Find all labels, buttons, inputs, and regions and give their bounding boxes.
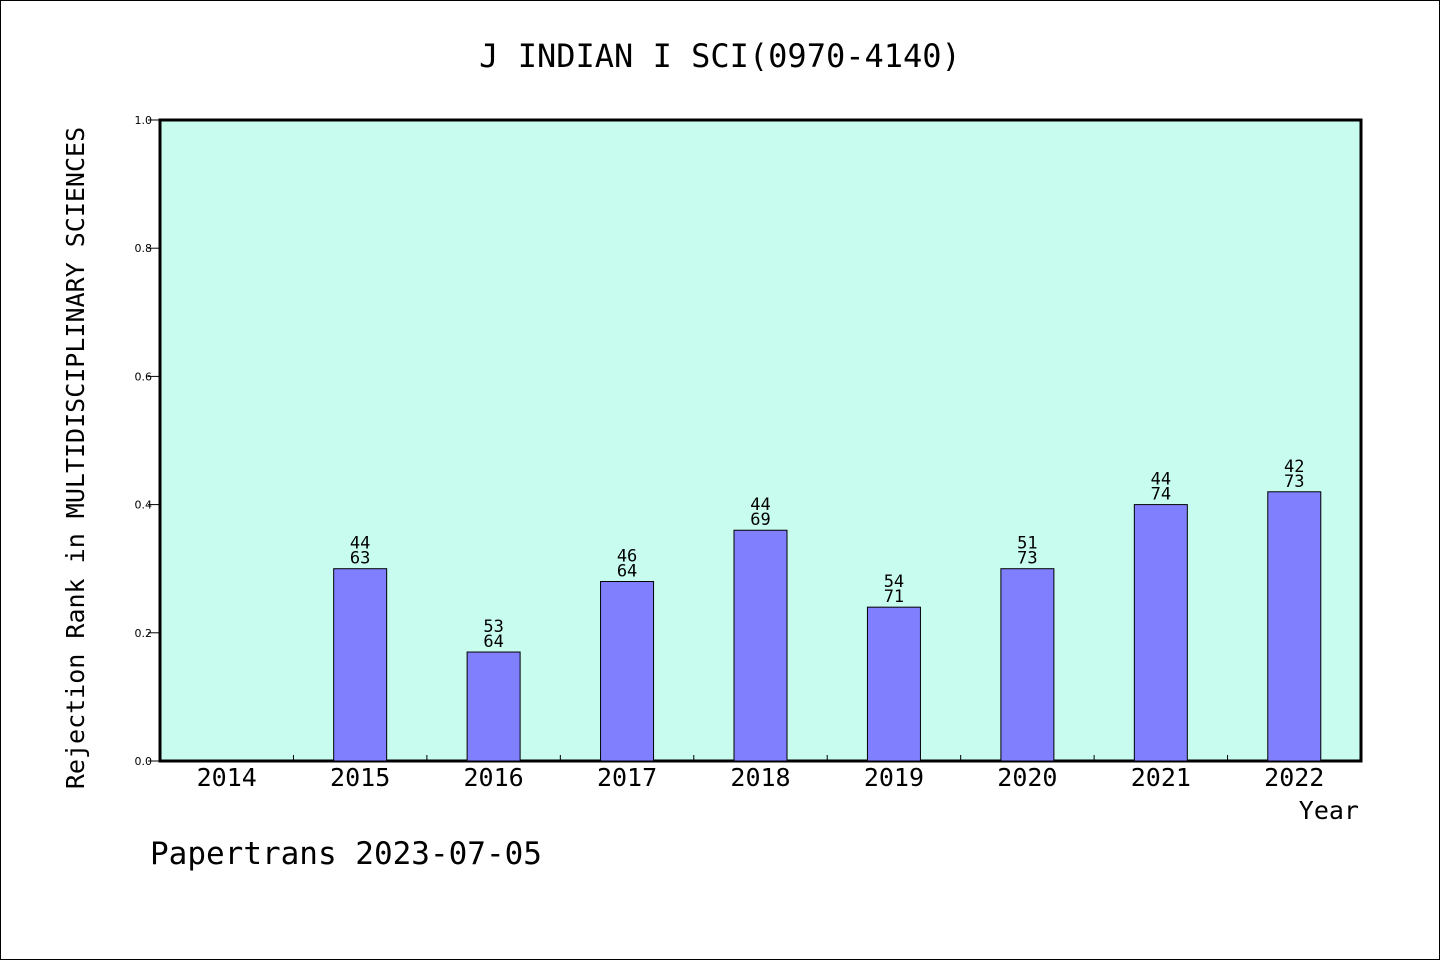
x-tick-label: 2019 (864, 763, 924, 792)
x-tick-label: 2020 (997, 763, 1057, 792)
x-axis-label: Year (1299, 796, 1359, 825)
bar-label-top: 44 (1151, 470, 1171, 490)
bar-label-bottom: 73 (1017, 549, 1037, 569)
y-tick-label: 0.4 (135, 499, 153, 512)
bar-label-bottom: 63 (350, 549, 370, 569)
bar-label-top: 51 (1017, 534, 1037, 554)
x-tick-label: 2022 (1264, 763, 1324, 792)
chart-title: J INDIAN I SCI(0970-4140) (479, 37, 961, 75)
y-axis-label: Rejection Rank in MULTIDISCIPLINARY SCIE… (61, 127, 90, 789)
bar-label-top: 54 (884, 572, 904, 592)
bar-2020 (1000, 568, 1055, 762)
y-tick-label: 1.0 (135, 114, 153, 127)
bar-label-top: 44 (750, 495, 770, 515)
x-tick-label: 2015 (330, 763, 390, 792)
bar-label-bottom: 64 (483, 632, 503, 652)
bar-2016 (466, 651, 521, 762)
bar-2022 (1267, 491, 1322, 762)
x-tick-label: 2014 (197, 763, 257, 792)
bar-label-bottom: 71 (884, 587, 904, 607)
y-tick-label: 0.6 (135, 370, 153, 383)
x-tick-label: 2017 (597, 763, 657, 792)
x-tick-label: 2021 (1131, 763, 1191, 792)
y-tick-label: 0.8 (135, 242, 153, 255)
bar-2019 (866, 606, 921, 762)
bars (333, 491, 1322, 762)
x-tick-label: 2016 (464, 763, 524, 792)
x-tick-label: 2018 (730, 763, 790, 792)
bar-label-bottom: 64 (617, 562, 637, 582)
bar-label-top: 44 (350, 534, 370, 554)
bar-label-bottom: 69 (750, 510, 770, 530)
bar-2015 (333, 568, 388, 762)
footer-text: Papertrans 2023-07-05 (150, 836, 542, 872)
x-axis-ticks: 2014 2015 2016 2017 2018 2019 2020 2021 2022 (197, 755, 1324, 792)
bar-label-top: 53 (483, 617, 503, 637)
bar-label-bottom: 74 (1151, 485, 1171, 505)
bar-2017 (600, 581, 655, 762)
bar-2018 (733, 529, 788, 762)
y-axis-ticks: 0.0 0.2 0.4 0.6 0.8 1.0 (135, 114, 160, 768)
y-tick-label: 0.2 (135, 627, 153, 640)
bar-label-top: 42 (1284, 457, 1304, 477)
y-tick-label: 0.0 (135, 755, 153, 768)
bar-label-bottom: 73 (1284, 472, 1304, 492)
bar-label-top: 46 (617, 547, 637, 567)
bar-2021 (1133, 504, 1188, 762)
